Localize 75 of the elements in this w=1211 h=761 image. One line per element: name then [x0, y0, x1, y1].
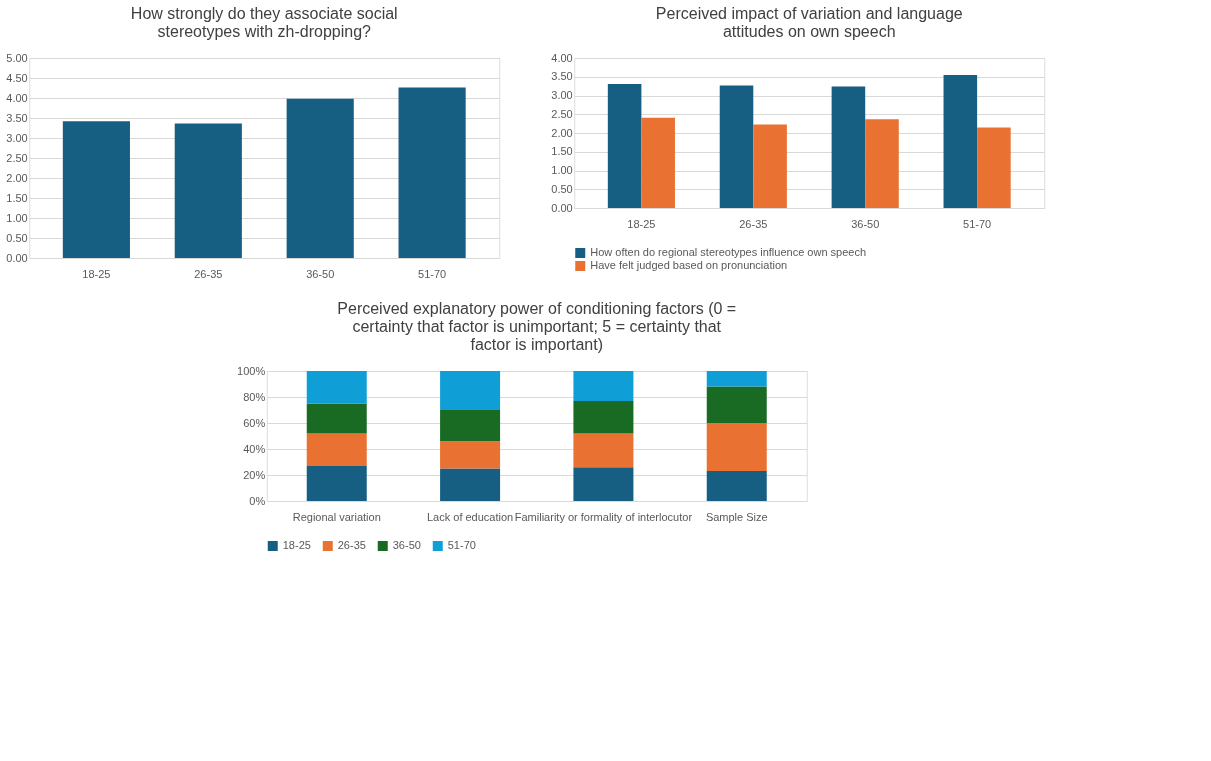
bar	[440, 441, 501, 469]
bar	[943, 74, 978, 208]
y-tick-label: 3.00	[551, 89, 573, 101]
y-tick-label: 0%	[249, 494, 266, 507]
bar	[706, 371, 767, 387]
x-tick-label: 26-35	[739, 217, 768, 230]
y-tick-label: 40%	[243, 442, 266, 455]
y-tick-label: 1.50	[551, 145, 573, 158]
bar	[706, 471, 767, 501]
bar	[306, 465, 367, 501]
legend-label: 26-35	[337, 539, 366, 551]
y-tick-label: 2.00	[6, 171, 28, 184]
x-tick-label: Familiarity or formality of interlocutor	[514, 510, 693, 523]
bar	[753, 124, 787, 208]
x-tick-label: 26-35	[194, 267, 223, 280]
x-tick-label: 36-50	[851, 217, 880, 230]
y-tick-label: 1.00	[6, 211, 28, 224]
bar	[286, 98, 354, 258]
x-tick-label: 36-50	[306, 267, 335, 280]
y-tick-label: 2.50	[6, 151, 28, 164]
bar	[573, 433, 634, 468]
y-tick-label: 80%	[243, 390, 266, 403]
bar	[706, 386, 767, 423]
bar	[706, 423, 767, 472]
x-tick-label: 51-70	[418, 267, 447, 280]
y-tick-label: 2.00	[551, 126, 573, 139]
y-tick-label: 0.50	[551, 182, 573, 195]
y-tick-label: 3.00	[6, 131, 28, 144]
x-tick-label: 18-25	[627, 217, 656, 230]
legend-label: 36-50	[392, 539, 421, 551]
y-tick-label: 0.00	[6, 251, 28, 264]
bar	[831, 86, 866, 208]
chart-title: How strongly do they associate social stereotypes with zh-dropping?	[130, 5, 398, 40]
chart-title: Perceived impact of variation and language attitudes on own speech	[655, 5, 963, 40]
y-tick-label: 1.50	[6, 191, 28, 204]
y-tick-label: 4.50	[6, 71, 28, 84]
legend-label: 18-25	[282, 539, 311, 551]
x-tick-label: 51-70	[963, 217, 992, 230]
y-tick-label: 2.50	[551, 107, 573, 120]
bar	[306, 371, 367, 404]
bar	[306, 433, 367, 466]
bar	[641, 117, 675, 208]
bar	[607, 83, 642, 208]
y-tick-label: 60%	[243, 416, 266, 429]
bar	[440, 468, 501, 501]
x-tick-label: 18-25	[82, 267, 111, 280]
bar	[62, 121, 130, 258]
bar	[573, 467, 634, 501]
bar	[865, 119, 899, 208]
y-tick-label: 4.00	[551, 51, 573, 64]
y-tick-label: 100%	[237, 364, 266, 377]
y-tick-label: 0.50	[6, 231, 28, 244]
bar	[573, 371, 634, 401]
y-tick-label: 1.00	[551, 164, 573, 176]
y-tick-label: 4.00	[6, 91, 28, 104]
chart-title: Perceived explanatory power of conditioning factors (0 = certainty that factor is unimportant; 5 = certainty that factor is important)	[337, 300, 737, 353]
bar	[306, 403, 367, 434]
legend-label: Have felt judged based on pronunciation	[590, 259, 788, 271]
bar	[719, 85, 754, 208]
bar	[573, 400, 634, 434]
bar	[440, 371, 501, 410]
x-tick-label: Regional variation	[292, 510, 381, 523]
bar	[977, 127, 1011, 208]
y-tick-label: 3.50	[551, 70, 573, 83]
bar	[440, 410, 501, 442]
legend-label: How often do regional stereotypes influence own speech	[590, 246, 867, 258]
x-tick-label: Lack of education	[426, 510, 514, 523]
y-tick-label: 5.00	[6, 51, 28, 64]
legend-label: 51-70	[447, 539, 476, 551]
x-tick-label: Sample Size	[705, 510, 768, 523]
y-tick-label: 0.00	[551, 201, 573, 214]
y-tick-label: 3.50	[6, 111, 28, 124]
y-tick-label: 20%	[243, 468, 266, 481]
bar	[174, 123, 242, 258]
bar	[398, 87, 466, 258]
